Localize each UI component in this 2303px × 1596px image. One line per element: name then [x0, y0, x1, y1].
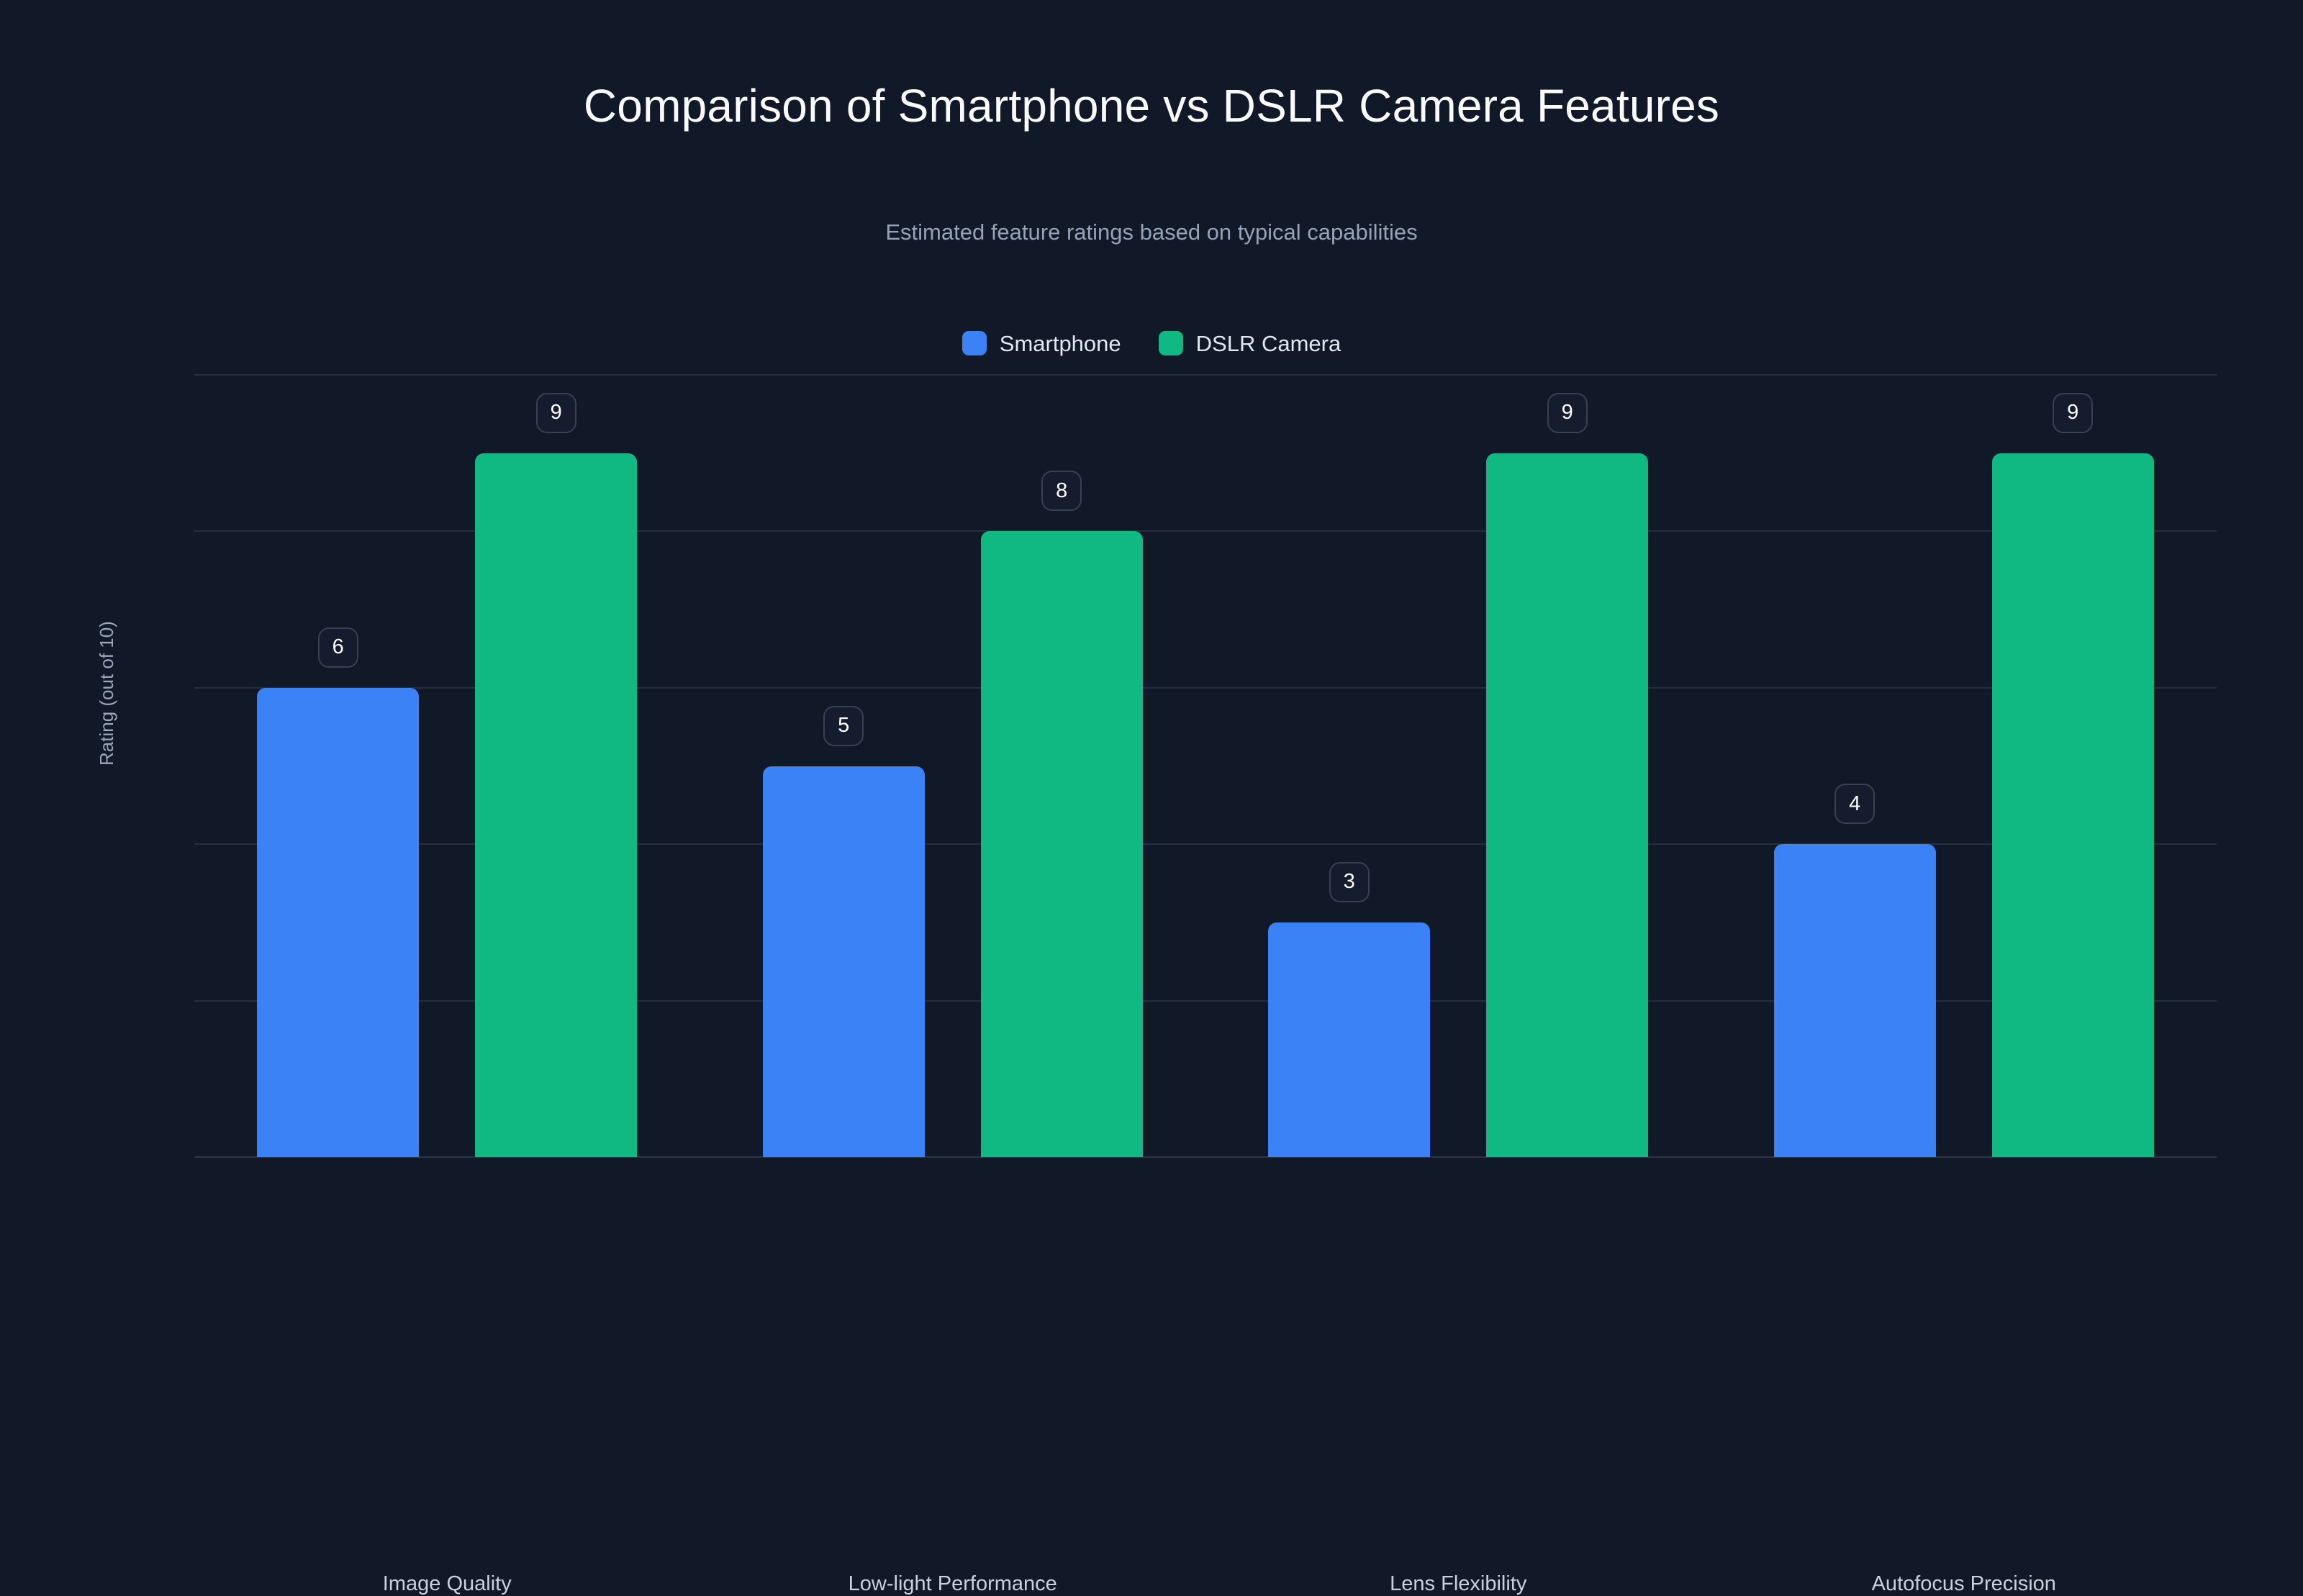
- gridline-6: [194, 686, 2217, 689]
- legend-label-dslr-camera: DSLR Camera: [1195, 330, 1341, 356]
- legend-swatch-icon-dslr-camera: [1158, 331, 1183, 355]
- legend-item-smartphone[interactable]: Smartphone: [962, 331, 1121, 355]
- chart-legend: Smartphone DSLR Camera: [0, 331, 2303, 355]
- gridline-4: [194, 843, 2217, 845]
- data-label-dslr-camera-1: 8: [1041, 471, 1082, 512]
- bar-smartphone-3[interactable]: [1773, 844, 1936, 1157]
- x-axis-label-3: Autofocus Precision: [1871, 1572, 2056, 1595]
- bar-smartphone-0[interactable]: [257, 687, 420, 1157]
- y-axis-title: Rating (out of 10): [96, 621, 117, 766]
- data-label-smartphone-1: 5: [823, 705, 864, 746]
- bar-dslr-camera-1[interactable]: [980, 531, 1143, 1157]
- legend-swatch-icon-smartphone: [962, 331, 987, 355]
- bar-smartphone-2[interactable]: [1268, 922, 1431, 1157]
- legend-label-smartphone: Smartphone: [999, 330, 1121, 356]
- bar-dslr-camera-3[interactable]: [1991, 453, 2154, 1157]
- data-label-dslr-camera-0: 9: [535, 392, 576, 433]
- bar-dslr-camera-0[interactable]: [475, 453, 638, 1157]
- gridline-10: [194, 374, 2217, 376]
- x-axis-label-0: Image Quality: [382, 1572, 512, 1595]
- chart-subtitle: Estimated feature ratings based on typic…: [885, 219, 1418, 245]
- x-axis-label-2: Lens Flexibility: [1390, 1572, 1527, 1595]
- legend-item-dslr-camera[interactable]: DSLR Camera: [1158, 330, 1341, 356]
- gridline-8: [194, 530, 2217, 532]
- data-label-dslr-camera-2: 9: [1547, 392, 1588, 433]
- bar-chart: Comparison of Smartphone vs DSLR Camera …: [0, 80, 2303, 1595]
- data-label-smartphone-2: 3: [1329, 861, 1370, 902]
- data-label-dslr-camera-3: 9: [2053, 392, 2094, 433]
- bar-dslr-camera-2[interactable]: [1486, 453, 1649, 1157]
- data-label-smartphone-0: 6: [317, 627, 358, 668]
- x-axis-label-1: Low-light Performance: [848, 1572, 1057, 1595]
- gridline-2: [194, 999, 2217, 1002]
- gridline-0: [194, 1156, 2217, 1158]
- bar-smartphone-1[interactable]: [762, 766, 925, 1157]
- chart-title: Comparison of Smartphone vs DSLR Camera …: [583, 80, 1720, 132]
- data-label-smartphone-3: 4: [1834, 784, 1876, 825]
